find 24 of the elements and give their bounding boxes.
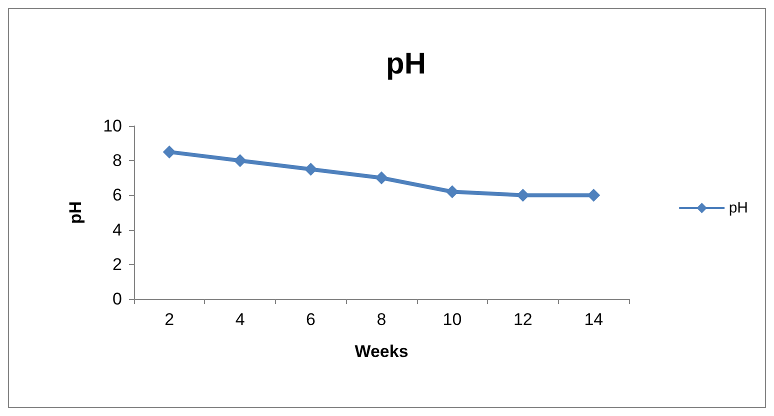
y-axis-title: pH <box>66 201 85 224</box>
point <box>446 185 459 198</box>
y-tick-label: 8 <box>112 151 122 170</box>
legend-label: pH <box>728 200 748 216</box>
x-tick-label: 14 <box>584 310 604 329</box>
point <box>162 145 176 158</box>
x-axis-title: Weeks <box>354 342 408 361</box>
x-tick-label: 4 <box>235 310 245 329</box>
point <box>587 188 600 202</box>
point <box>304 162 318 176</box>
point <box>234 154 247 168</box>
chart-title: pH <box>386 48 426 80</box>
x-tick-label: 8 <box>376 310 386 329</box>
x-tick-label: 6 <box>306 310 316 329</box>
y-tick-label: 6 <box>112 186 122 205</box>
y-tick-label: 10 <box>103 116 122 136</box>
x-tick-label: 12 <box>513 310 532 329</box>
y-tick-label: 2 <box>112 254 122 274</box>
y-tick-label: 4 <box>112 220 122 240</box>
point <box>375 171 388 184</box>
y-tick-label: 0 <box>112 290 122 308</box>
x-tick-label: 10 <box>442 310 462 329</box>
point <box>516 188 530 202</box>
x-tick-label: 2 <box>164 310 174 329</box>
